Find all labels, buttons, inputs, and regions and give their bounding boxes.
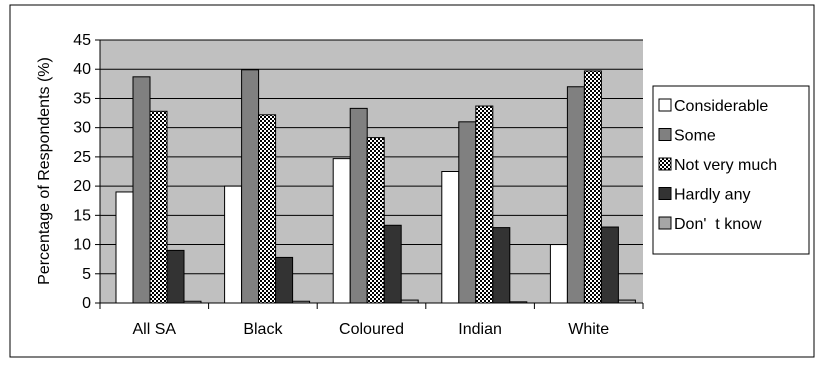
bar xyxy=(549,244,568,304)
bar xyxy=(275,256,294,304)
bar xyxy=(400,299,419,304)
bar xyxy=(132,76,151,304)
legend-swatch xyxy=(658,216,672,230)
bar xyxy=(258,114,277,304)
bar xyxy=(349,107,368,304)
y-tick-label: 40 xyxy=(73,61,91,78)
bar xyxy=(292,300,311,304)
x-tick-label: Coloured xyxy=(339,321,404,338)
bar xyxy=(509,301,528,304)
y-tick-label: 45 xyxy=(73,32,91,49)
bar xyxy=(383,224,402,304)
legend-swatch xyxy=(658,157,672,171)
y-tick-label: 0 xyxy=(82,295,91,312)
bar xyxy=(241,69,260,304)
y-tick-label: 35 xyxy=(73,90,91,107)
bar xyxy=(166,249,185,304)
bar xyxy=(617,299,636,304)
y-tick-label: 5 xyxy=(82,266,91,283)
legend-swatch xyxy=(658,98,672,112)
bar xyxy=(600,226,619,304)
x-tick-label: Indian xyxy=(458,321,502,338)
bar xyxy=(458,121,477,304)
bar xyxy=(583,70,602,304)
bar xyxy=(332,158,351,304)
legend-label: Don' t know xyxy=(674,216,762,233)
bar xyxy=(492,227,511,304)
legend-swatch xyxy=(658,187,672,200)
y-tick-label: 30 xyxy=(73,120,91,137)
x-tick-label: All SA xyxy=(133,321,177,338)
legend-label: Not very much xyxy=(674,157,777,174)
bar xyxy=(149,110,168,304)
bar xyxy=(183,300,202,304)
y-tick-label: 15 xyxy=(73,207,91,224)
bar xyxy=(566,86,585,304)
bar xyxy=(224,185,243,304)
y-tick-label: 25 xyxy=(73,149,91,166)
y-axis-title: Percentage of Respondents (%) xyxy=(36,57,53,285)
legend-label: Some xyxy=(674,128,716,145)
bar xyxy=(366,137,385,304)
x-tick-label: Black xyxy=(243,321,283,338)
y-tick-label: 20 xyxy=(73,178,91,195)
bar xyxy=(441,171,460,304)
y-tick-label: 10 xyxy=(73,237,91,254)
x-tick-label: White xyxy=(568,321,609,338)
legend-swatch xyxy=(658,128,672,141)
legend-box xyxy=(652,85,810,255)
bar xyxy=(115,191,134,304)
legend-label: Considerable xyxy=(674,98,768,115)
bar xyxy=(475,105,494,304)
legend-label: Hardly any xyxy=(674,187,750,204)
